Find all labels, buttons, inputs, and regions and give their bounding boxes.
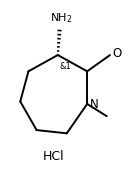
Text: N: N bbox=[90, 98, 99, 111]
Text: NH$_2$: NH$_2$ bbox=[50, 11, 73, 25]
Text: O: O bbox=[113, 47, 122, 60]
Text: HCl: HCl bbox=[43, 150, 65, 163]
Text: &1: &1 bbox=[59, 62, 71, 71]
